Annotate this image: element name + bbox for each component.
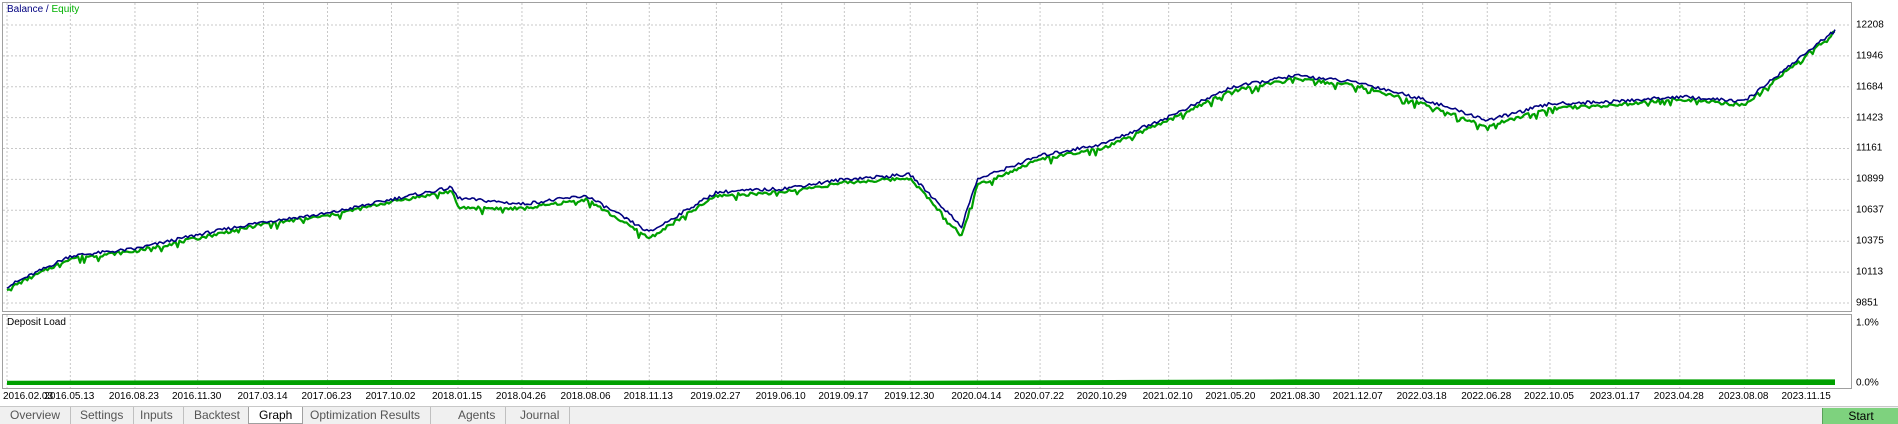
x-tick-label: 2018.01.15 [431, 391, 482, 402]
tab-optimization-results[interactable]: Optimization Results [300, 407, 432, 424]
series-balance-line [6, 29, 1836, 289]
x-tick-label: 2016.11.30 [171, 391, 222, 402]
tab-graph[interactable]: Graph [248, 407, 304, 424]
x-tick-label: 2020.04.14 [951, 391, 1002, 402]
x-tick-label: 2019.02.27 [690, 391, 741, 402]
deposit-load-chart: Deposit Load [2, 314, 1852, 389]
x-tick-label: 2021.05.20 [1205, 391, 1256, 402]
y-tick-label: 9851 [1856, 297, 1879, 309]
x-tick-label: 2021.08.30 [1269, 391, 1320, 402]
x-tick-label: 2019.12.30 [884, 391, 935, 402]
y-tick-label: 12208 [1856, 19, 1884, 31]
deposit-load-area [7, 379, 1835, 385]
legend-balance: Balance [7, 4, 44, 15]
x-tick-label: 2018.04.26 [495, 391, 546, 402]
chart-legend: Balance / Equity [7, 4, 79, 15]
tab-inputs[interactable]: Inputs [130, 407, 184, 424]
balance-equity-chart: Balance / Equity [2, 2, 1852, 312]
x-tick-label: 2017.03.14 [237, 391, 288, 402]
x-tick-label: 2017.06.23 [301, 391, 352, 402]
tab-agents[interactable]: Agents [448, 407, 507, 424]
x-tick-label: 2016.05.13 [44, 391, 95, 402]
x-tick-label: 2022.03.18 [1396, 391, 1447, 402]
x-tick-label: 2016.02.03 [3, 391, 54, 402]
x-tick-label: 2018.08.06 [560, 391, 611, 402]
y-tick-label: 11946 [1856, 50, 1884, 62]
x-tick-label: 2019.06.10 [755, 391, 806, 402]
x-tick-label: 2021.02.10 [1142, 391, 1193, 402]
x-tick-label: 2019.09.17 [818, 391, 869, 402]
x-tick-label: 2021.12.07 [1332, 391, 1383, 402]
deposit-load-title: Deposit Load [7, 317, 66, 328]
tab-journal[interactable]: Journal [510, 407, 571, 424]
y-tick-label: 11161 [1856, 142, 1883, 154]
x-tick-label: 2018.11.13 [623, 391, 673, 402]
y-tick-label: 10899 [1856, 173, 1884, 185]
balance-equity-plot [3, 3, 1851, 311]
x-tick-label: 2023.08.08 [1718, 391, 1769, 402]
x-tick-label: 2020.10.29 [1076, 391, 1127, 402]
x-tick-label: 2020.07.22 [1014, 391, 1065, 402]
time-x-axis: 2016.02.03 2016.05.13 2016.08.23 2016.11.30… [2, 390, 1852, 404]
x-tick-label: 2022.06.28 [1461, 391, 1512, 402]
main-y-axis: 12208 11946 11684 11423 11161 10899 10637 10375… [1856, 2, 1898, 312]
series-equity-line [6, 30, 1836, 292]
load-y-tick-label: 1.0% [1856, 317, 1879, 329]
start-button[interactable]: Start [1822, 408, 1898, 424]
legend-separator: / [43, 4, 52, 15]
tester-tab-bar: Overview Settings Inputs Backtest Graph Optim… [0, 406, 1898, 424]
y-tick-label: 10375 [1856, 235, 1884, 247]
tab-backtest[interactable]: Backtest [184, 407, 252, 424]
x-tick-label: 2023.01.17 [1589, 391, 1640, 402]
x-tick-label: 2016.08.23 [108, 391, 159, 402]
tab-settings[interactable]: Settings [70, 407, 135, 424]
x-tick-label: 2017.10.02 [365, 391, 416, 402]
y-tick-label: 11684 [1856, 81, 1884, 93]
deposit-load-plot [6, 315, 1835, 388]
y-tick-label: 10637 [1856, 204, 1884, 216]
load-y-axis: 1.0% 0.0% [1856, 314, 1898, 389]
y-tick-label: 10113 [1856, 266, 1884, 278]
x-tick-label: 2023.04.28 [1653, 391, 1704, 402]
x-tick-label: 2022.10.05 [1523, 391, 1574, 402]
y-tick-label: 11423 [1856, 112, 1884, 124]
load-y-tick-label: 0.0% [1856, 377, 1879, 389]
x-tick-label: 2023.11.15 [1781, 391, 1831, 402]
legend-equity: Equity [51, 4, 80, 15]
tab-overview[interactable]: Overview [0, 407, 72, 424]
